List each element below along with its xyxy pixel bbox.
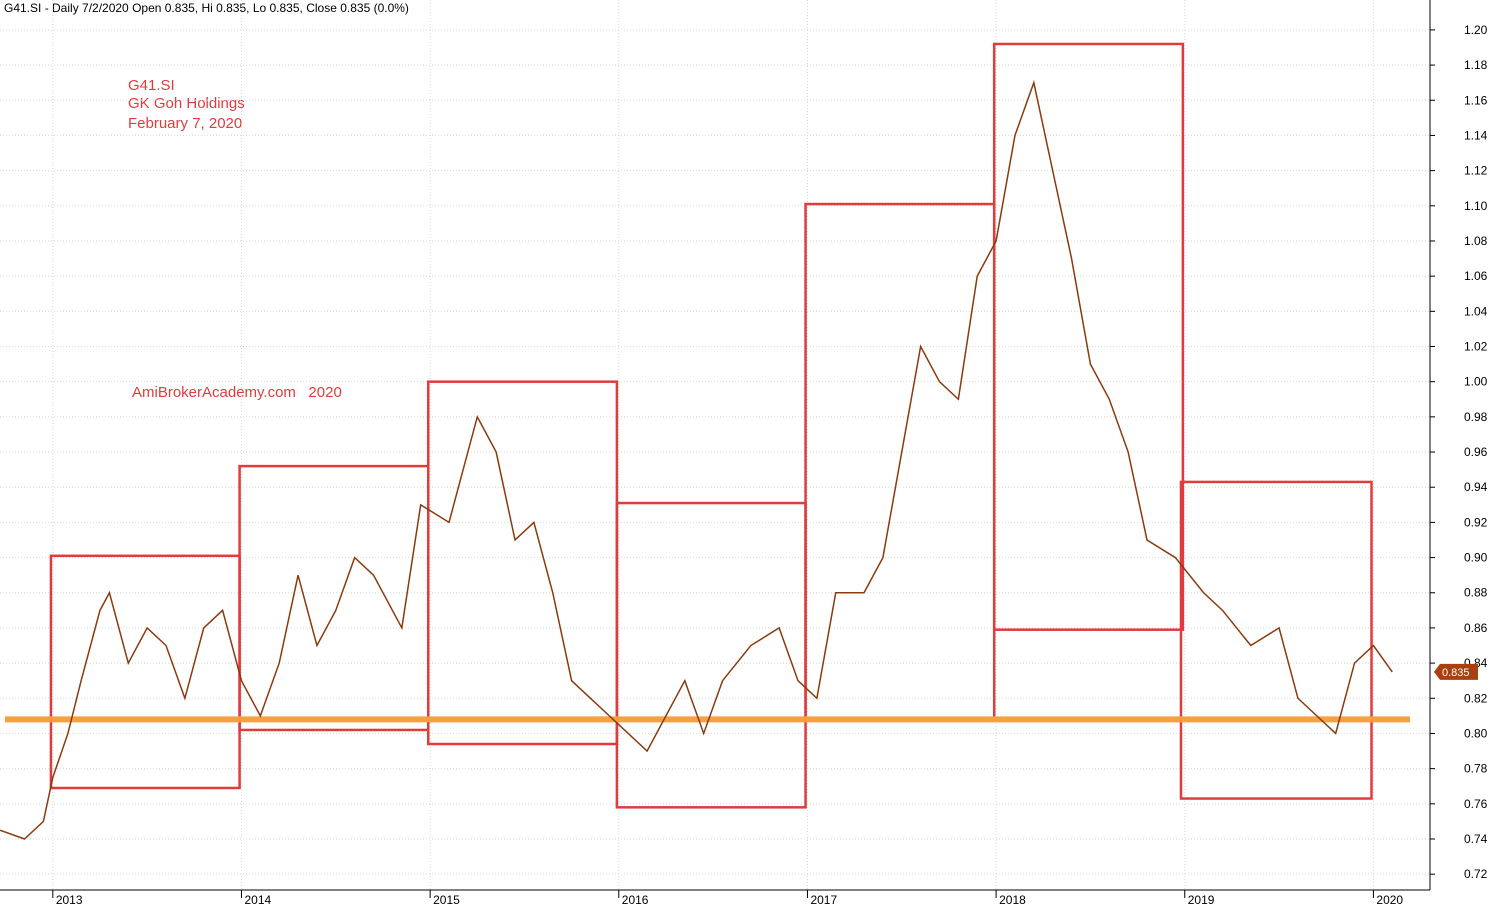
range-box (992, 42, 1185, 631)
annotation: G41.SI (128, 77, 175, 94)
y-tick-label: 0.94 (1464, 480, 1488, 494)
y-tick-label: 0.78 (1464, 762, 1488, 776)
y-tick-label: 1.14 (1464, 128, 1488, 142)
annotation: February 7, 2020 (128, 115, 242, 132)
x-tick-label: 2016 (622, 893, 649, 907)
price-line (0, 79, 1393, 840)
y-tick-label: 1.06 (1464, 269, 1488, 283)
x-tick-label: 2015 (433, 893, 460, 907)
y-tick-label: 1.10 (1464, 199, 1488, 213)
y-tick-label: 1.00 (1464, 375, 1488, 389)
x-tick-label: 2019 (1188, 893, 1215, 907)
y-tick-label: 0.72 (1464, 867, 1488, 881)
last-value-label: 0.835 (1442, 667, 1470, 679)
y-tick-label: 0.80 (1464, 726, 1488, 740)
y-tick-label: 1.04 (1464, 304, 1488, 318)
y-tick-label: 1.12 (1464, 164, 1488, 178)
x-tick-label: 2013 (56, 893, 83, 907)
last-value-tag (1434, 663, 1478, 680)
y-tick-label: 1.20 (1464, 23, 1488, 37)
y-tick-label: 0.82 (1464, 691, 1488, 705)
range-box (1179, 480, 1373, 800)
annotation: GK Goh Holdings (128, 95, 245, 112)
x-tick-label: 2014 (244, 893, 271, 907)
x-tick-label: 2020 (1376, 893, 1403, 907)
x-tick-label: 2017 (810, 893, 837, 907)
x-tick-label: 2018 (999, 893, 1026, 907)
y-tick-label: 1.08 (1464, 234, 1488, 248)
y-tick-label: 0.86 (1464, 621, 1488, 635)
y-tick-label: 0.76 (1464, 797, 1488, 811)
y-tick-label: 1.16 (1464, 93, 1488, 107)
y-tick-label: 1.18 (1464, 58, 1488, 72)
y-tick-label: 0.98 (1464, 410, 1488, 424)
y-tick-label: 0.88 (1464, 586, 1488, 600)
watermark: AmiBrokerAcademy.com 2020 (132, 384, 342, 401)
y-tick-label: 1.02 (1464, 340, 1488, 354)
chart-title: G41.SI - Daily 7/2/2020 Open 0.835, Hi 0… (4, 1, 409, 15)
y-tick-label: 0.92 (1464, 515, 1488, 529)
y-tick-label: 0.96 (1464, 445, 1488, 459)
y-tick-label: 0.74 (1464, 832, 1488, 846)
y-tick-label: 0.90 (1464, 551, 1488, 565)
